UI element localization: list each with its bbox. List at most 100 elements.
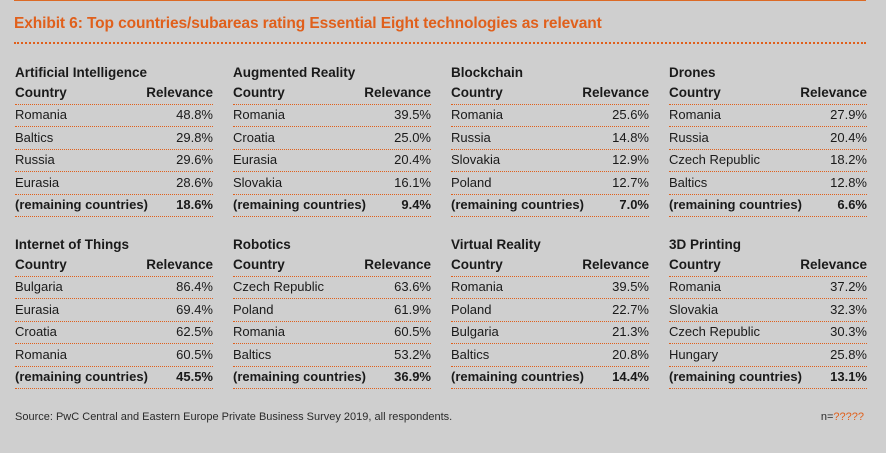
table-row: Slovakia 16.1% [233,172,431,195]
panel-virtual-reality: Virtual Reality Country Relevance Romania 39… [451,236,649,389]
country-cell: Bulgaria [451,324,499,340]
remaining-value: 45.5% [176,369,213,385]
relevance-cell: 20.4% [394,152,431,168]
table-row: Russia 29.6% [15,150,213,172]
remaining-countries-row: (remaining countries) 18.6% [15,195,213,217]
relevance-header: Relevance [364,84,431,100]
country-cell: Baltics [451,346,490,362]
remaining-value: 6.6% [837,197,867,213]
panel-blockchain: Blockchain Country Relevance Romania 25.6% Ru… [451,64,649,217]
remaining-countries-row: (remaining countries) 9.4% [233,195,431,217]
country-cell: Romania [669,107,722,123]
table-row: Baltics 20.8% [451,344,649,367]
table-row: Eurasia 69.4% [15,299,213,322]
remaining-label: (remaining countries) [669,369,802,385]
country-cell: Romania [233,107,286,123]
table-row: Bulgaria 21.3% [451,322,649,344]
remaining-value: 14.4% [612,369,649,385]
panel-title: Blockchain [451,65,524,80]
panel-internet-of-things: Internet of Things Country Relevance Bulgar… [15,236,213,389]
panel-drones: Drones Country Relevance Romania 27.9% Russia… [669,64,867,217]
country-cell: Slovakia [669,301,719,317]
table-row: Romania 39.5% [451,277,649,299]
table-row: Slovakia 12.9% [451,150,649,172]
table-row: Croatia 25.0% [233,127,431,150]
country-header: Country [669,256,721,272]
table-row: Romania 48.8% [15,105,213,127]
country-cell: Romania [233,324,286,340]
relevance-cell: 63.6% [394,279,431,295]
relevance-cell: 62.5% [176,324,213,340]
country-cell: Slovakia [233,174,283,190]
table-row: Russia 14.8% [451,127,649,150]
relevance-cell: 32.3% [830,301,867,317]
n-value: ????? [833,411,864,423]
country-header: Country [233,256,285,272]
relevance-cell: 48.8% [176,107,213,123]
relevance-cell: 18.2% [830,152,867,168]
country-cell: Eurasia [15,301,60,317]
relevance-cell: 37.2% [830,279,867,295]
remaining-label: (remaining countries) [233,369,366,385]
table-row: Romania 60.5% [233,322,431,344]
relevance-cell: 12.8% [830,174,867,190]
table-row: Czech Republic 30.3% [669,322,867,344]
table-row: Romania 60.5% [15,344,213,367]
country-cell: Poland [451,174,492,190]
relevance-cell: 25.6% [612,107,649,123]
table-header-row: Country Relevance [15,254,213,277]
relevance-cell: 53.2% [394,346,431,362]
table-row: Romania 25.6% [451,105,649,127]
table-header-row: Country Relevance [451,82,649,105]
country-cell: Czech Republic [669,324,761,340]
relevance-header: Relevance [800,84,867,100]
relevance-cell: 12.7% [612,174,649,190]
country-cell: Czech Republic [233,279,325,295]
table-row: Poland 22.7% [451,299,649,322]
table-row: Romania 39.5% [233,105,431,127]
country-cell: Baltics [669,174,708,190]
country-cell: Hungary [669,346,719,362]
country-cell: Russia [669,129,709,145]
table-row: Romania 37.2% [669,277,867,299]
country-header: Country [15,256,67,272]
relevance-cell: 30.3% [830,324,867,340]
country-cell: Eurasia [15,174,60,190]
panel-artificial-intelligence: Artificial Intelligence Country Relevance R… [15,64,213,217]
remaining-countries-row: (remaining countries) 45.5% [15,367,213,389]
panel-augmented-reality: Augmented Reality Country Relevance Romania… [233,64,431,217]
top-rule [14,0,866,1]
country-cell: Romania [669,279,722,295]
relevance-cell: 69.4% [176,301,213,317]
relevance-cell: 12.9% [612,152,649,168]
country-cell: Russia [451,129,491,145]
country-cell: Baltics [15,129,54,145]
relevance-header: Relevance [146,256,213,272]
table-header-row: Country Relevance [669,254,867,277]
table-row: Poland 12.7% [451,172,649,195]
remaining-value: 13.1% [830,369,867,385]
table-row: Poland 61.9% [233,299,431,322]
table-header-row: Country Relevance [669,82,867,105]
country-cell: Baltics [233,346,272,362]
remaining-countries-row: (remaining countries) 7.0% [451,195,649,217]
remaining-countries-row: (remaining countries) 14.4% [451,367,649,389]
relevance-cell: 20.4% [830,129,867,145]
country-cell: Russia [15,152,55,168]
country-cell: Croatia [15,324,57,340]
country-cell: Poland [233,301,274,317]
table-row: Baltics 12.8% [669,172,867,195]
country-header: Country [233,84,285,100]
relevance-cell: 27.9% [830,107,867,123]
country-cell: Romania [15,107,68,123]
relevance-cell: 20.8% [612,346,649,362]
relevance-cell: 86.4% [176,279,213,295]
remaining-countries-row: (remaining countries) 36.9% [233,367,431,389]
table-row: Eurasia 20.4% [233,150,431,172]
relevance-cell: 39.5% [612,279,649,295]
panel-3d-printing: 3D Printing Country Relevance Romania 37.2% S… [669,236,867,389]
relevance-cell: 21.3% [612,324,649,340]
country-cell: Slovakia [451,152,501,168]
relevance-header: Relevance [800,256,867,272]
country-header: Country [451,256,503,272]
